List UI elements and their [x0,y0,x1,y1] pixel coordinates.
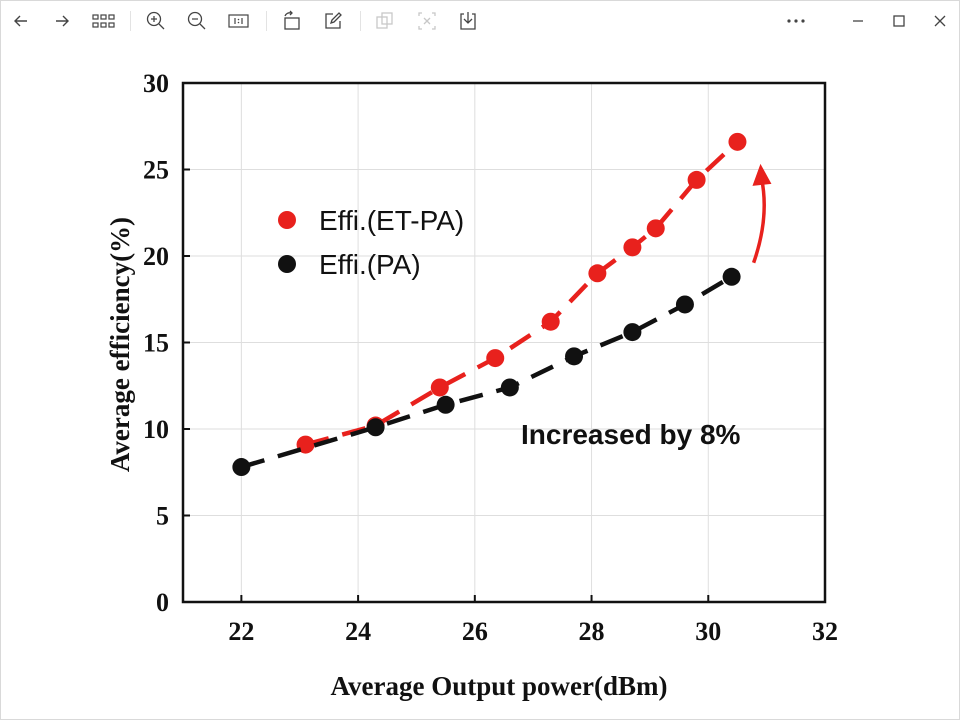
data-point [430,378,449,397]
crop-icon [418,12,436,30]
toolbar-separator [130,11,131,31]
data-point [436,395,455,414]
y-tick-label: 5 [156,502,169,531]
data-point [296,435,315,454]
data-point [675,295,694,314]
x-tick-label: 30 [695,617,721,646]
actual-size-button[interactable] [225,7,253,35]
image-canvas: 22 24 26 28 30 32 0 5 10 15 20 25 30 Average Output p… [1,41,959,719]
data-point [728,132,747,151]
more-icon [787,19,805,23]
copy-icon [376,12,393,29]
y-tick-label: 15 [143,329,169,358]
more-button[interactable] [782,7,810,35]
series-line-pa [240,274,733,470]
copy-button[interactable] [371,7,399,35]
annotation-text: Increased by 8% [521,419,741,450]
close-button[interactable] [926,7,954,35]
save-button[interactable] [454,7,482,35]
y-tick-label: 20 [143,242,169,271]
data-point [541,312,560,331]
series-line-et-pa [304,140,739,447]
zoom-in-icon [146,11,165,30]
legend-label: Effi.(PA) [319,249,421,280]
data-point [623,323,642,342]
data-point [486,349,505,368]
increase-arrow-head [752,163,772,186]
data-point [687,170,706,189]
maximize-button[interactable] [885,7,913,35]
back-button[interactable] [7,7,35,35]
legend-label: Effi.(ET-PA) [319,205,464,236]
data-point [500,378,519,397]
x-tick-label: 32 [812,617,838,646]
data-point [646,219,665,238]
edit-icon [325,12,342,29]
zoom-out-button[interactable] [183,7,211,35]
save-icon [460,12,476,30]
minimize-icon [853,20,863,22]
data-point [623,238,642,257]
y-tick-label: 30 [143,69,169,98]
actual-size-icon [228,14,249,28]
back-icon [14,15,27,27]
edit-button[interactable] [319,7,347,35]
maximize-icon [893,15,905,27]
legend-marker [278,211,296,229]
close-icon [934,15,946,27]
toolbar [1,1,959,41]
grid-view-button[interactable] [90,7,118,35]
data-point [232,458,251,477]
x-tick-label: 28 [579,617,605,646]
x-tick-label: 22 [228,617,254,646]
y-tick-label: 0 [156,588,169,617]
forward-icon [56,15,69,27]
x-tick-label: 26 [462,617,488,646]
efficiency-chart: 22 24 26 28 30 32 0 5 10 15 20 25 30 Average Output p… [105,69,838,701]
zoom-in-button[interactable] [142,7,170,35]
data-point [588,264,607,283]
legend-marker [278,255,296,273]
crop-button[interactable] [413,7,441,35]
data-point [722,267,741,286]
y-tick-label: 25 [143,156,169,185]
x-tick-label: 24 [345,617,371,646]
grid-icon [92,14,115,28]
rotate-icon [284,10,300,30]
toolbar-separator [360,11,361,31]
data-point [565,347,584,366]
x-axis-label: Average Output power(dBm) [331,671,668,701]
y-axis-label: Average efficiency(%) [105,217,135,472]
forward-button[interactable] [48,7,76,35]
rotate-button[interactable] [278,7,306,35]
zoom-out-icon [187,11,206,30]
y-tick-label: 10 [143,415,169,444]
data-point [366,418,385,437]
minimize-button[interactable] [844,7,872,35]
toolbar-separator [266,11,267,31]
increase-arrow [751,177,766,264]
